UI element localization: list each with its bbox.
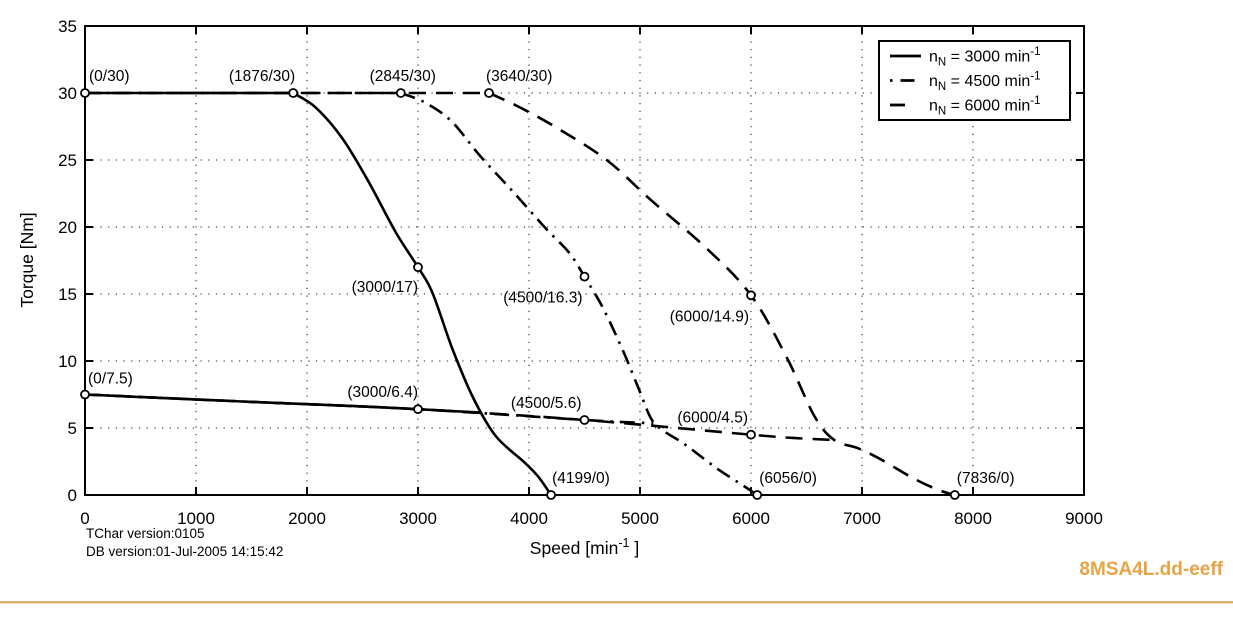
- legend-label: nN = 4500 min-1: [929, 71, 1041, 94]
- plot-border: [84, 25, 1085, 496]
- y-tick-label: 0: [68, 486, 77, 505]
- data-marker: [413, 262, 423, 273]
- point-label: (4500/5.6): [511, 395, 582, 412]
- plot-frame: [84, 25, 1085, 496]
- data-marker: [746, 429, 756, 440]
- point-label: (6000/4.5): [677, 410, 748, 427]
- y-tick-label: 35: [58, 17, 77, 36]
- point-label: (6000/14.9): [670, 308, 749, 325]
- point-label: (2845/30): [370, 68, 436, 85]
- data-marker: [80, 389, 90, 400]
- y-tick-label: 5: [68, 419, 77, 438]
- legend-label: nN = 3000 min-1: [929, 46, 1041, 69]
- data-marker: [546, 490, 556, 500]
- y-axis-label: Torque [Nm]: [17, 212, 37, 307]
- curve-4500: [84, 393, 654, 425]
- point-label: (1876/30): [229, 68, 295, 85]
- curve-6000: [488, 91, 956, 497]
- point-label: (3000/6.4): [347, 384, 418, 401]
- data-marker: [288, 88, 299, 98]
- x-tick-label: 0: [80, 509, 89, 528]
- y-tick-label: 10: [58, 352, 77, 371]
- y-tick-label: 20: [58, 218, 77, 237]
- y-tick-label: 30: [58, 84, 77, 103]
- data-marker: [752, 490, 763, 500]
- x-tick-label: 2000: [288, 509, 326, 528]
- x-tick-label: 1000: [177, 509, 215, 528]
- data-markers: [80, 88, 960, 500]
- document-code: 8MSA4L.dd-eeff: [1079, 559, 1223, 580]
- data-marker: [949, 490, 960, 500]
- curve-4500: [400, 91, 758, 497]
- db-version-text: DB version:01-Jul-2005 14:15:42: [86, 544, 283, 559]
- x-tick-label: 4000: [510, 509, 548, 528]
- axis-tick-labels: 0 1000 2000 3000 4000 5000 6000 7000 8000 9000 0 5 1…: [58, 17, 1103, 528]
- tchar-version-text: TChar version:0105: [86, 526, 205, 541]
- legend-entry: nN = 3000 min-1: [890, 46, 1041, 69]
- point-label: (6056/0): [759, 470, 817, 487]
- x-axis-label: Speed [min-1 ]: [530, 536, 639, 558]
- curve-6000: [84, 393, 835, 442]
- point-label: (0/7.5): [88, 371, 133, 388]
- x-tick-label: 9000: [1065, 509, 1103, 528]
- x-tick-label: 7000: [843, 509, 881, 528]
- x-tick-label: 8000: [954, 509, 992, 528]
- legend-entry: nN = 6000 min-1: [890, 95, 1041, 118]
- y-tick-label: 25: [58, 151, 77, 170]
- y-tick-label: 15: [58, 285, 77, 304]
- x-axis-label-text: Speed [min-1 ]: [530, 536, 639, 558]
- x-tick-label: 5000: [621, 509, 659, 528]
- point-labels: (0/30) (1876/30) (2845/30) (3640/30) (3000/1…: [88, 68, 1015, 487]
- point-label: (4199/0): [552, 470, 610, 487]
- point-label: (3000/17): [352, 279, 418, 296]
- legend-label: nN = 6000 min-1: [929, 95, 1041, 118]
- footer-rule: [0, 601, 1233, 604]
- data-marker: [579, 271, 590, 282]
- data-marker: [746, 290, 756, 301]
- point-label: (4500/16.3): [503, 290, 582, 307]
- data-marker: [579, 415, 590, 425]
- x-tick-label: 6000: [732, 509, 770, 528]
- data-marker: [413, 404, 423, 415]
- data-marker: [395, 88, 406, 98]
- plot-curves: [84, 91, 956, 497]
- chart-legend: nN = 3000 min-1nN = 4500 min-1nN = 6000 …: [878, 40, 1071, 121]
- x-tick-label: 3000: [399, 509, 437, 528]
- legend-entry: nN = 4500 min-1: [890, 71, 1041, 94]
- curve-3000: [292, 91, 553, 496]
- point-label: (7836/0): [957, 470, 1015, 487]
- point-label: (0/30): [89, 68, 130, 85]
- data-marker: [484, 88, 494, 98]
- data-marker: [80, 88, 90, 98]
- point-label: (3640/30): [486, 68, 552, 85]
